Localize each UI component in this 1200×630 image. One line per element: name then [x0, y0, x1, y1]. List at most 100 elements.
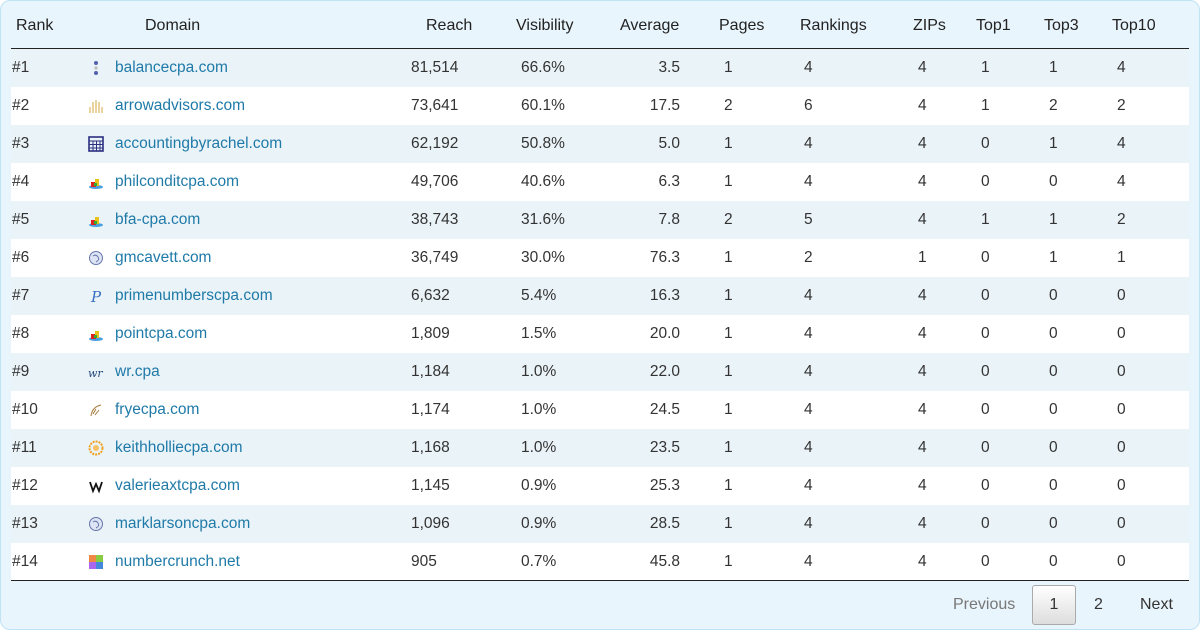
rank-cell: #2 [12, 97, 30, 114]
top10-cell: 0 [1117, 363, 1126, 380]
reach-cell: 1,168 [411, 439, 450, 456]
domain-link[interactable]: wr.cpa [115, 363, 160, 380]
domain-link[interactable]: arrowadvisors.com [115, 97, 246, 114]
top3-cell: 0 [1049, 515, 1058, 532]
header-pages[interactable]: Pages [719, 17, 765, 34]
top1-cell: 1 [981, 211, 990, 228]
header-zips[interactable]: ZIPs [913, 17, 946, 34]
table-row: #2 73,641 60.1% 2 6 4 1 2 2 17.5 arrowadvisors.com [11, 87, 1189, 125]
zips-cell: 4 [918, 135, 927, 152]
pagination-page-current[interactable]: 1 [1032, 585, 1076, 625]
top1-cell: 0 [981, 135, 990, 152]
rankings-cell: 4 [804, 553, 813, 570]
top1-cell: 0 [981, 173, 990, 190]
pagination-previous[interactable]: Previous [953, 596, 1016, 613]
top3-cell: 0 [1049, 439, 1058, 456]
domain-link[interactable]: accountingbyrachel.com [115, 135, 283, 152]
pages-cell: 1 [724, 249, 733, 266]
header-average[interactable]: Average [620, 17, 680, 34]
domain-link[interactable]: balancecpa.com [115, 59, 228, 76]
domain-link[interactable]: philconditcpa.com [115, 173, 240, 190]
rankings-cell: 4 [804, 363, 813, 380]
table-row: #1 81,514 66.6% 1 4 4 1 1 4 3.5 balancecpa.com [11, 49, 1189, 87]
rank-cell: #3 [12, 135, 30, 152]
header-reach[interactable]: Reach [426, 17, 473, 34]
header-rank[interactable]: Rank [16, 17, 54, 34]
wix-icon [88, 478, 104, 494]
pages-cell: 1 [724, 287, 733, 304]
pagination-next[interactable]: Next [1140, 596, 1173, 613]
rankings-cell: 4 [804, 135, 813, 152]
top10-cell: 0 [1117, 439, 1126, 456]
top10-cell: 0 [1117, 553, 1126, 570]
reach-cell: 38,743 [411, 211, 459, 228]
average-cell: 6.3 [658, 173, 680, 190]
domain-link[interactable]: pointcpa.com [115, 325, 208, 342]
table-row: #5 38,743 31.6% 2 5 4 1 1 2 7.8 bfa-cpa.com [11, 201, 1189, 239]
zips-cell: 4 [918, 515, 927, 532]
domain-link[interactable]: marklarsoncpa.com [115, 515, 251, 532]
domain-link[interactable]: numbercrunch.net [115, 553, 240, 570]
rank-cell: #8 [12, 325, 30, 342]
domain-link[interactable]: primenumberscpa.com [115, 287, 273, 304]
top3-cell: 1 [1049, 135, 1058, 152]
reach-cell: 1,174 [411, 401, 450, 418]
pages-cell: 1 [724, 325, 733, 342]
blocks-icon [88, 326, 104, 342]
table-row: #9 1,184 1.0% 1 4 4 0 0 0 22.0 wr wr.cpa [11, 353, 1189, 391]
rankings-cell: 4 [804, 515, 813, 532]
svg-text:P: P [90, 288, 102, 304]
domain-link[interactable]: keithholliecpa.com [115, 439, 243, 456]
header-top10[interactable]: Top10 [1112, 17, 1156, 34]
domain-link[interactable]: fryecpa.com [115, 401, 200, 418]
pages-cell: 1 [724, 553, 733, 570]
rank-cell: #6 [12, 249, 30, 266]
rankings-cell: 2 [804, 249, 813, 266]
top3-cell: 1 [1049, 249, 1058, 266]
pages-cell: 2 [724, 97, 733, 114]
top3-cell: 0 [1049, 363, 1058, 380]
zips-cell: 4 [918, 363, 927, 380]
reach-cell: 1,145 [411, 477, 450, 494]
header-top3[interactable]: Top3 [1044, 17, 1079, 34]
table-row: #13 1,096 0.9% 1 4 4 0 0 0 28.5 marklarsoncpa.com [11, 505, 1189, 543]
top1-cell: 0 [981, 249, 990, 266]
pages-cell: 1 [724, 401, 733, 418]
average-cell: 28.5 [649, 515, 680, 532]
top10-cell: 0 [1117, 477, 1126, 494]
zips-cell: 4 [918, 325, 927, 342]
rank-cell: #14 [12, 553, 38, 570]
top3-cell: 0 [1049, 401, 1058, 418]
globe-icon [88, 250, 104, 266]
zips-cell: 4 [918, 401, 927, 418]
reach-cell: 1,096 [411, 515, 450, 532]
visibility-cell: 0.9% [521, 477, 557, 494]
reach-cell: 62,192 [411, 135, 459, 152]
visibility-cell: 66.6% [521, 59, 565, 76]
pages-cell: 1 [724, 363, 733, 380]
pagination-page-2[interactable]: 2 [1094, 596, 1103, 613]
top1-cell: 1 [981, 97, 990, 114]
zips-cell: 4 [918, 59, 927, 76]
header-rankings[interactable]: Rankings [800, 17, 867, 34]
domain-link[interactable]: valerieaxtcpa.com [115, 477, 240, 494]
domain-link[interactable]: bfa-cpa.com [115, 211, 201, 228]
rank-cell: #5 [12, 211, 30, 228]
header-domain[interactable]: Domain [145, 17, 201, 34]
dots-icon [88, 60, 104, 76]
average-cell: 25.3 [649, 477, 680, 494]
header-visibility[interactable]: Visibility [516, 17, 574, 34]
header-top1[interactable]: Top1 [976, 17, 1011, 34]
average-cell: 45.8 [649, 553, 680, 570]
top1-cell: 0 [981, 401, 990, 418]
zips-cell: 1 [918, 249, 927, 266]
pages-cell: 2 [724, 211, 733, 228]
visibility-cell: 31.6% [521, 211, 565, 228]
domain-link[interactable]: gmcavett.com [115, 249, 212, 266]
top10-cell: 0 [1117, 287, 1126, 304]
top10-cell: 1 [1117, 249, 1126, 266]
table-row: #3 62,192 50.8% 1 4 4 0 1 4 5.0 accountingbyrachel… [11, 125, 1189, 163]
reach-cell: 49,706 [411, 173, 459, 190]
rankings-cell: 4 [804, 401, 813, 418]
